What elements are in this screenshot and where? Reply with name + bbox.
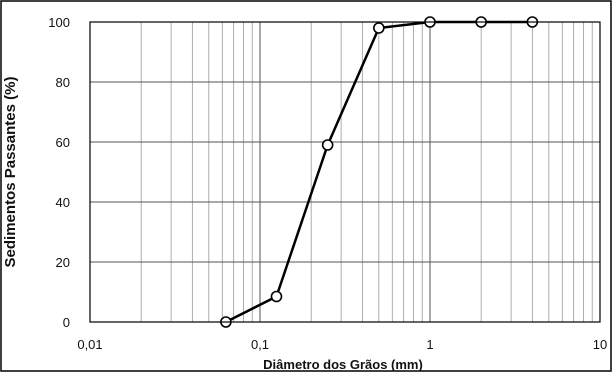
- x-tick-label: 1: [426, 337, 433, 352]
- y-tick-label: 100: [48, 15, 70, 30]
- y-tick-label: 60: [56, 135, 70, 150]
- y-tick-label: 0: [63, 315, 70, 330]
- x-tick-label: 0,1: [251, 337, 269, 352]
- y-tick-label: 40: [56, 195, 70, 210]
- x-axis-label: Diâmetro dos Grãos (mm): [263, 357, 423, 372]
- y-tick-label: 20: [56, 255, 70, 270]
- data-point: [321, 139, 334, 151]
- data-point: [270, 290, 283, 303]
- plot-area-border: [89, 21, 601, 323]
- grid-lines: [89, 21, 600, 323]
- tick-labels: 0 20 40 60 80 100 0,01 0,1 1 10: [48, 15, 607, 352]
- y-axis-label: Sedimentos Passantes (%): [2, 77, 19, 268]
- data-point: [373, 22, 385, 34]
- x-tick-label: 10: [593, 337, 607, 352]
- y-tick-label: 80: [56, 75, 70, 90]
- x-tick-label: 0,01: [77, 337, 102, 352]
